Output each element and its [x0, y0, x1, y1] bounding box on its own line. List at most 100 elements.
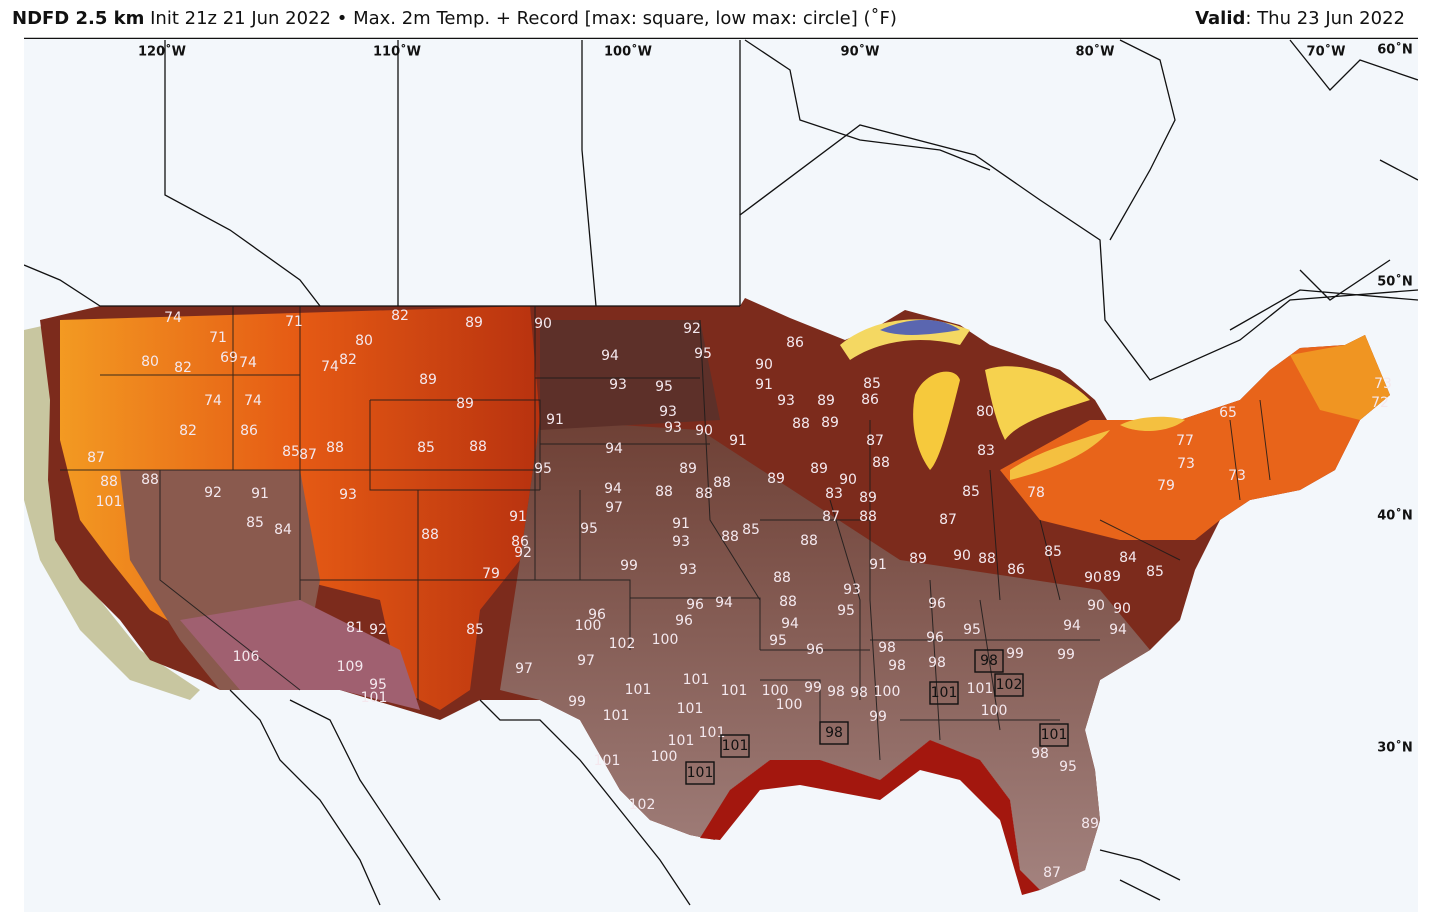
temperature-label: 101 — [677, 701, 704, 717]
temperature-label: 88 — [421, 527, 439, 543]
temperature-label: 88 — [326, 440, 344, 456]
temperature-label: 90 — [839, 472, 857, 488]
temperature-label: 100 — [874, 684, 901, 700]
temperature-label: 93 — [672, 534, 690, 550]
temperature-label: 88 — [978, 551, 996, 567]
temperature-label: 90 — [1113, 601, 1131, 617]
temperature-label: 90 — [953, 548, 971, 564]
temperature-label: 89 — [456, 396, 474, 412]
temperature-label: 88 — [721, 529, 739, 545]
mexico-outline — [229, 689, 691, 906]
canada-border — [24, 124, 1418, 381]
temperature-label: 77 — [1176, 433, 1194, 449]
temperature-label: 95 — [963, 622, 981, 638]
record-label: 102 — [996, 677, 1023, 693]
temperature-label: 88 — [779, 594, 797, 610]
temperature-label: 95 — [655, 379, 673, 395]
latitude-label: 50˚N — [1377, 274, 1412, 290]
temperature-label: 85 — [282, 444, 300, 460]
temperature-label: 91 — [672, 516, 690, 532]
temperature-label: 85 — [742, 522, 760, 538]
temperature-label: 96 — [928, 596, 946, 612]
lake-michigan — [913, 371, 960, 470]
temperature-label: 101 — [683, 672, 710, 688]
temperature-label: 86 — [240, 423, 258, 439]
temperature-label: 85 — [863, 376, 881, 392]
temperature-label: 94 — [604, 481, 622, 497]
temperature-label: 86 — [1007, 562, 1025, 578]
state-borders — [60, 306, 1271, 761]
temperature-label: 96 — [926, 630, 944, 646]
temperature-label: 79 — [1157, 478, 1175, 494]
init-time: Init 21z 21 Jun 2022 — [150, 8, 331, 29]
record-box — [1039, 723, 1069, 747]
temperature-label: 80 — [355, 333, 373, 349]
temperature-label: 96 — [588, 607, 606, 623]
temperature-label: 72 — [1371, 395, 1389, 411]
temperature-label: 99 — [804, 680, 822, 696]
temperature-label: 100 — [652, 632, 679, 648]
temperature-label: 101 — [594, 753, 621, 769]
temperature-label: 106 — [233, 649, 260, 665]
temperature-label: 74 — [321, 359, 339, 375]
temperature-label: 90 — [534, 316, 552, 332]
temperature-label: 92 — [369, 622, 387, 638]
temperature-label: 74 — [204, 393, 222, 409]
temperature-label: 87 — [866, 433, 884, 449]
temperature-label: 84 — [1119, 550, 1137, 566]
temperature-label: 87 — [87, 450, 105, 466]
canadian-province-lines — [164, 40, 741, 307]
temperature-label: 94 — [1063, 618, 1081, 634]
longitude-label: 110˚W — [373, 44, 421, 60]
temperature-label: 83 — [977, 443, 995, 459]
new-england — [1290, 335, 1390, 420]
lake-huron — [985, 366, 1090, 440]
temperature-label: 93 — [679, 562, 697, 578]
temperature-label: 100 — [776, 697, 803, 713]
temperature-label: 99 — [568, 694, 586, 710]
header-left: NDFD 2.5 km Init 21z 21 Jun 2022 • Max. … — [12, 8, 897, 29]
temperature-label: 97 — [577, 653, 595, 669]
temperature-label: 85 — [466, 622, 484, 638]
record-box — [929, 681, 959, 705]
latitude-label: 60˚N — [1377, 42, 1412, 58]
temperature-label: 98 — [850, 685, 868, 701]
temperature-label: 101 — [668, 733, 695, 749]
temperature-label: 99 — [869, 709, 887, 725]
temperature-label: 93 — [659, 404, 677, 420]
temperature-label: 93 — [609, 377, 627, 393]
temperature-label: 94 — [601, 348, 619, 364]
temperature-label: 100 — [575, 618, 602, 634]
longitude-label: 80˚W — [1076, 44, 1115, 60]
header: NDFD 2.5 km Init 21z 21 Jun 2022 • Max. … — [0, 0, 1440, 38]
record-box — [720, 734, 750, 758]
temperature-label: 95 — [694, 346, 712, 362]
temperature-label: 89 — [909, 551, 927, 567]
record-label: 98 — [825, 725, 843, 741]
temperature-label: 91 — [251, 486, 269, 502]
longitude-label: 90˚W — [841, 44, 880, 60]
record-label: 101 — [1041, 727, 1068, 743]
temperature-label: 83 — [825, 486, 843, 502]
desert-southwest — [180, 600, 420, 710]
temperature-label: 74 — [164, 310, 182, 326]
temperature-label: 109 — [337, 659, 364, 675]
record-box — [994, 673, 1024, 697]
temperature-label: 95 — [580, 521, 598, 537]
temperature-label: 96 — [675, 613, 693, 629]
temperature-label: 88 — [859, 509, 877, 525]
temperature-label: 89 — [767, 471, 785, 487]
temperature-label: 90 — [695, 423, 713, 439]
temperature-label: 89 — [810, 461, 828, 477]
temperature-label: 90 — [755, 357, 773, 373]
temperature-label: 100 — [651, 749, 678, 765]
temperature-label: 89 — [859, 490, 877, 506]
temperature-label: 73 — [1228, 468, 1246, 484]
temperature-label: 100 — [981, 703, 1008, 719]
temperature-label: 78 — [1027, 485, 1045, 501]
temperature-label: 93 — [777, 393, 795, 409]
temperature-label: 95 — [1059, 759, 1077, 775]
temperature-label: 89 — [817, 393, 835, 409]
